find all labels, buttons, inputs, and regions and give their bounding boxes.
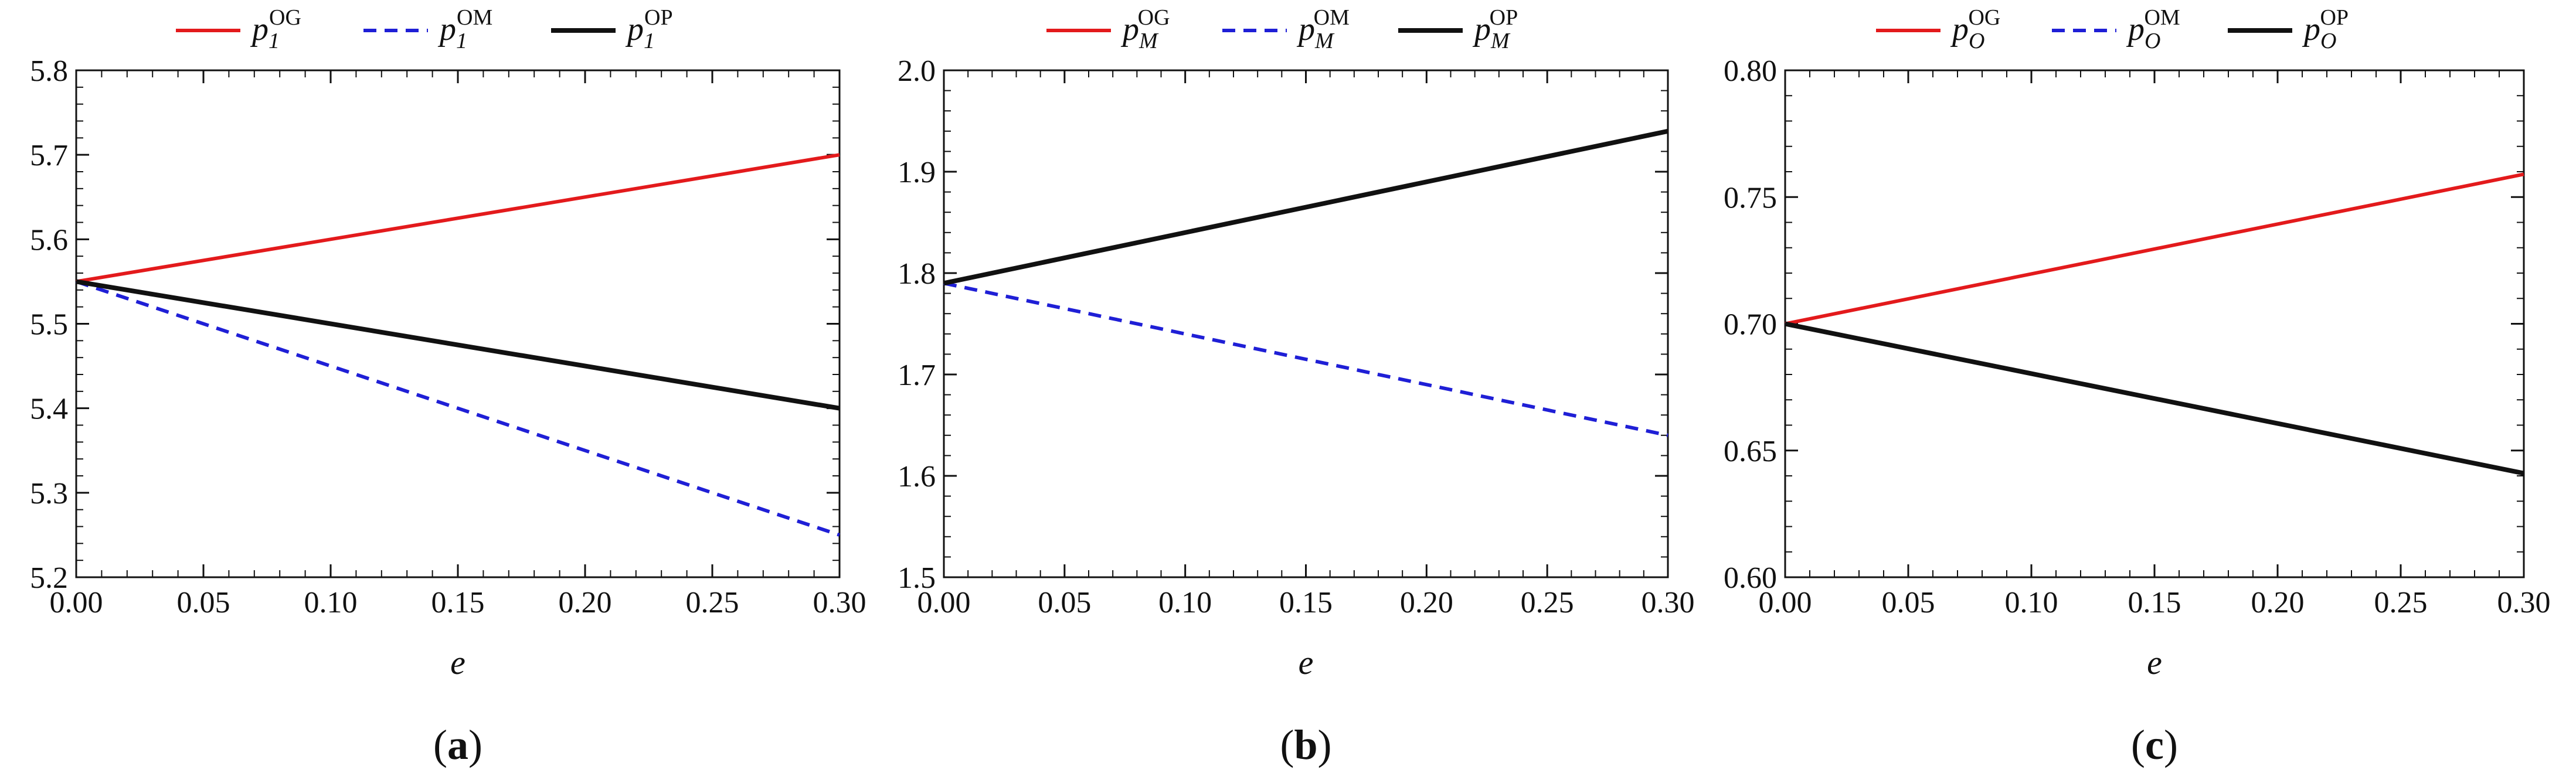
plot-frame [75,69,841,578]
x-tick-label: 0.00 [50,586,103,619]
y-tick-label: 5.3 [30,477,68,510]
x-axis-label: e [450,643,465,682]
legend-label: pMOP [1472,5,1518,53]
y-tick-label: 1.7 [898,359,936,392]
x-tick-label: 0.15 [431,586,485,619]
panel-caption: (b) [1280,721,1331,768]
legend-entry-pMOG: pMOG [1046,5,1170,53]
x-tick-label: 0.20 [1400,586,1453,619]
legend-entry-pOOG: pOOG [1876,5,2000,53]
x-tick-label: 0.00 [917,586,971,619]
y-tick-label: 1.8 [898,257,936,291]
x-tick-label: 0.10 [304,586,358,619]
series-line-pMOM [943,281,1668,437]
x-tick-label: 0.25 [1521,586,1574,619]
legend-label: p1OG [250,5,301,53]
legend-label: pMOM [1296,5,1350,53]
x-tick-label: 0.00 [1759,586,1812,619]
x-tick-label: 0.30 [813,586,866,619]
x-tick-label: 0.25 [2374,586,2428,619]
y-tick-label: 0.80 [1724,55,1777,88]
panel-caption: (c) [2131,721,2178,768]
x-tick-label: 0.30 [2497,586,2551,619]
legend-entry-pOOM: pOOM [2052,5,2180,53]
x-tick-label: 0.10 [2005,586,2058,619]
y-tick-label: 0.70 [1724,308,1777,342]
legend-entry-p1OM: p1OM [363,5,492,53]
series-line-pOOG [1785,172,2524,326]
x-tick-label: 0.15 [1279,586,1333,619]
y-tick-label: 5.4 [30,393,68,426]
x-tick-label: 0.20 [559,586,612,619]
legend-label: pMOG [1120,5,1170,53]
y-tick-label: 1.5 [898,561,936,595]
y-tick-label: 5.5 [30,308,68,342]
legend-label: p1OM [437,5,492,53]
legend-label: pOOG [1950,5,2000,53]
y-tick-label: 5.8 [30,55,68,88]
y-tick-label: 0.65 [1724,435,1777,468]
x-tick-label: 0.30 [1642,586,1695,619]
y-tick-label: 2.0 [898,55,936,88]
legend-entry-p1OG: p1OG [176,5,301,53]
y-tick-label: 0.60 [1724,561,1777,595]
panel-c: 0.00 0.05 0.10 0.15 0.20 0.25 0.30 0.60 0.65 0.70… [1724,5,2551,768]
series-line-p1OM [76,280,840,537]
legend-label: pOOP [2302,5,2349,53]
x-tick-label: 0.15 [2128,586,2181,619]
panel-caption: (a) [433,721,482,768]
plot-frame [943,69,1669,578]
series-line-pOOP [1785,321,2524,476]
series-line-pMOP [943,128,1668,286]
panel-b: 0.00 0.05 0.10 0.15 0.20 0.25 0.30 1.5 1.6 1.7 1.8… [898,5,1695,768]
x-tick-label: 0.20 [2251,586,2305,619]
legend-label: pOOM [2126,5,2180,53]
y-tick-label: 5.2 [30,561,68,595]
x-tick-label: 0.05 [177,586,230,619]
legend-entry-pMOP: pMOP [1398,5,1518,53]
x-tick-label: 0.05 [1038,586,1091,619]
panel-a: 0.00 0.05 0.10 0.15 0.20 0.25 0.30 5.2 5.3 5.4 5.5… [30,5,866,768]
legend-label: p1OP [625,5,673,53]
legend-entry-pOOP: pOOP [2228,5,2349,53]
series-line-p1OP [76,279,840,411]
x-tick-label: 0.05 [1882,586,1935,619]
plot-frame [1784,69,2525,578]
y-tick-label: 1.6 [898,460,936,493]
x-axis-label: e [2147,643,2162,682]
y-tick-label: 0.75 [1724,181,1777,214]
y-tick-label: 1.9 [898,156,936,189]
y-tick-label: 5.7 [30,139,68,172]
x-tick-label: 0.25 [686,586,739,619]
legend-entry-p1OP: p1OP [551,5,673,53]
x-tick-label: 0.10 [1158,586,1212,619]
series-line-p1OG [76,153,840,284]
y-tick-label: 5.6 [30,223,68,257]
x-axis-label: e [1299,643,1314,682]
legend-entry-pMOM: pMOM [1222,5,1350,53]
